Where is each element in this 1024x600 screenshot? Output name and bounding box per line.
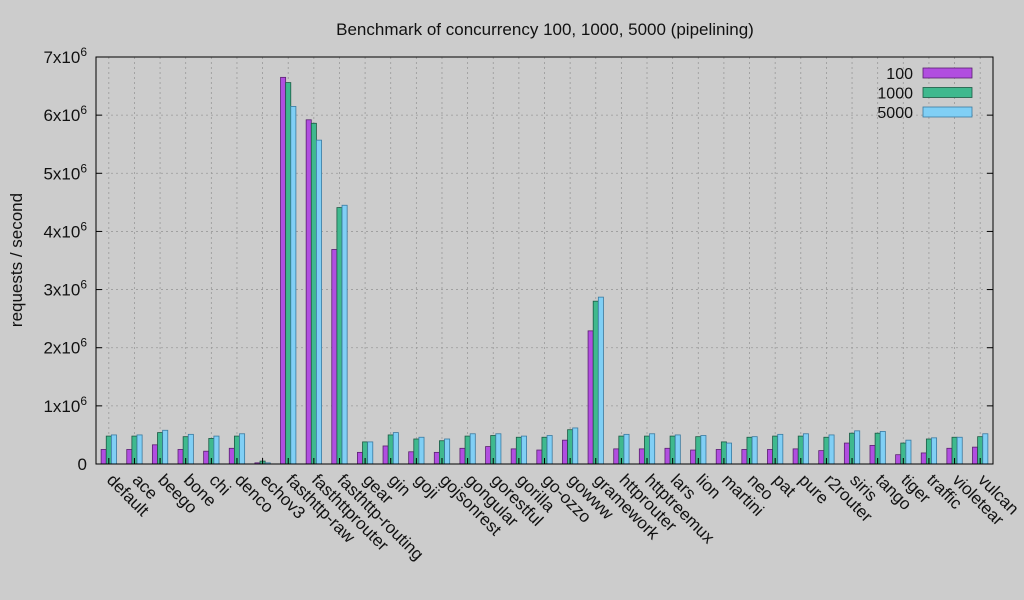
bar-gear-5000 [367,441,374,465]
bar-pat-5000 [777,433,784,465]
bar-violetear-5000 [956,436,963,465]
x-tick-labels: defaultacebeegobonechidencoechov3fasthtt… [103,470,1023,564]
bar-tango-100 [869,444,876,465]
bar-vulcan-100 [972,446,979,465]
bar-martini-5000 [726,442,732,465]
bar-r2router-100 [818,450,825,465]
bar-chi-100 [203,450,210,465]
bar-httptreemux-5000 [649,433,656,465]
bar-beego-100 [151,444,158,465]
bar-pure-5000 [802,433,809,465]
x-tick-label: pat [769,470,799,500]
bar-gongular-100 [459,447,466,465]
legend-label: 1000 [877,86,913,103]
bar-fasthttprouter-1000 [310,122,317,465]
y-tick-label: 4x106 [43,219,87,241]
bar-lars-100 [664,447,671,465]
bar-gorestful-5000 [495,433,502,465]
y-tick-label: 7x106 [43,45,87,67]
bar-default-100 [100,449,107,465]
bar-go-ozzo-5000 [546,435,553,465]
bar-fasthttp-routing-1000 [336,207,343,465]
bar-lion-100 [690,449,697,465]
bar-gojsonrest-5000 [444,438,451,465]
bar-httptreemux-100 [638,448,645,465]
bar-goji-100 [408,451,415,465]
bar-tango-5000 [879,431,886,465]
bar-httprouter-5000 [623,433,630,465]
bar-fasthttp-routing-100 [331,249,338,465]
bar-pat-100 [767,449,773,465]
bar-neo-100 [741,449,748,465]
chart-title: Benchmark of concurrency 100, 1000, 5000… [336,20,754,39]
legend-label: 5000 [877,105,913,122]
bar-denco-5000 [239,433,246,465]
bar-default-5000 [110,434,117,465]
bar-gin-5000 [392,432,399,465]
bar-tiger-100 [895,454,902,465]
y-tick-label: 5x106 [43,161,87,183]
bar-pure-100 [792,448,799,465]
bar-httprouter-100 [613,448,620,465]
bar-goji-5000 [418,436,425,465]
bar-gramework-1000 [592,300,599,465]
y-tick-labels: 0 1x106 2x106 3x106 4x106 5x106 6x106 7x106 [43,45,87,474]
bar-gowww-100 [562,439,568,465]
bar-gin-100 [382,445,389,465]
bar-violetear-100 [946,447,953,465]
bar-fasthttp-raw-5000 [290,106,297,465]
axes [95,56,994,465]
bar-siris-5000 [854,430,861,465]
bar-traffic-100 [920,452,927,465]
grid-lines [96,56,993,464]
legend: 100 1000 5000 [877,66,973,122]
y-tick-label: 3x106 [43,278,87,300]
y-tick-label: 2x106 [43,336,87,358]
bar-fasthttprouter-5000 [316,139,322,465]
bar-neo-5000 [751,436,758,465]
legend-swatch [922,106,973,118]
bar-lars-5000 [674,434,681,465]
bar-lion-5000 [700,435,707,465]
y-tick-label: 6x106 [43,103,87,125]
bar-chi-5000 [213,435,220,465]
y-tick-label: 1x106 [43,394,87,416]
bar-martini-100 [715,449,722,465]
bar-gorilla-5000 [521,435,527,465]
bar-beego-5000 [162,429,169,465]
plot-border [95,56,994,465]
bar-fasthttprouter-100 [305,119,312,465]
bar-traffic-5000 [931,437,938,465]
bar-fasthttp-raw-100 [280,76,287,465]
legend-swatch [922,67,973,79]
bars [100,76,989,465]
bar-vulcan-5000 [982,433,989,465]
bar-denco-100 [228,447,235,465]
y-axis-label: requests / second [7,193,26,327]
y-tick-label: 0 [78,455,87,474]
bar-bone-5000 [187,433,194,465]
bar-ace-5000 [136,434,143,465]
bar-gramework-5000 [597,296,604,465]
bar-gramework-100 [587,330,594,465]
bar-bone-100 [177,449,184,465]
bar-gorestful-100 [485,446,492,465]
x-tick-label: lion [692,470,724,502]
legend-swatch [922,87,973,98]
bar-tiger-5000 [905,439,912,465]
bar-siris-100 [843,442,850,465]
bar-gongular-5000 [469,433,476,465]
legend-label: 100 [886,66,913,83]
x-tick-label: goji [411,470,443,502]
bar-r2router-5000 [828,434,835,465]
bar-gorilla-100 [510,448,517,465]
bar-gear-100 [357,451,363,465]
bar-go-ozzo-100 [536,449,543,465]
bar-gojsonrest-100 [433,451,440,465]
bar-gowww-5000 [572,427,579,465]
bar-ace-100 [126,449,133,465]
bar-fasthttp-routing-5000 [341,204,348,465]
bar-fasthttp-raw-1000 [285,82,292,465]
